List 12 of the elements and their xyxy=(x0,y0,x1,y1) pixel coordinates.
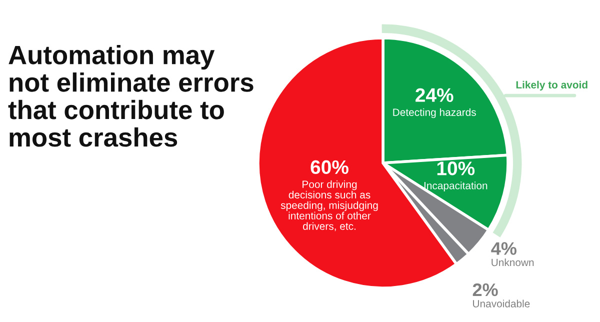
data-label: 2% xyxy=(472,283,498,296)
data-label: 60% xyxy=(310,160,348,174)
slice-label: Unknown xyxy=(492,258,534,266)
text: Likely to avoid xyxy=(516,80,588,91)
slice-label: Unavoidable xyxy=(473,300,530,308)
data-label: 10% xyxy=(437,162,475,176)
slice-label: Detecting hazards xyxy=(393,108,476,118)
slice-label: Incapacitation xyxy=(424,182,488,192)
slice-label: Poor driving decisions such as speeding, misjudging intentions of other drivers, etc. xyxy=(280,180,378,232)
data-label: 24% xyxy=(416,88,454,102)
text: Automation may not eliminate errors that contribute to most crashes xyxy=(8,45,254,147)
data-label: 4% xyxy=(491,242,516,255)
